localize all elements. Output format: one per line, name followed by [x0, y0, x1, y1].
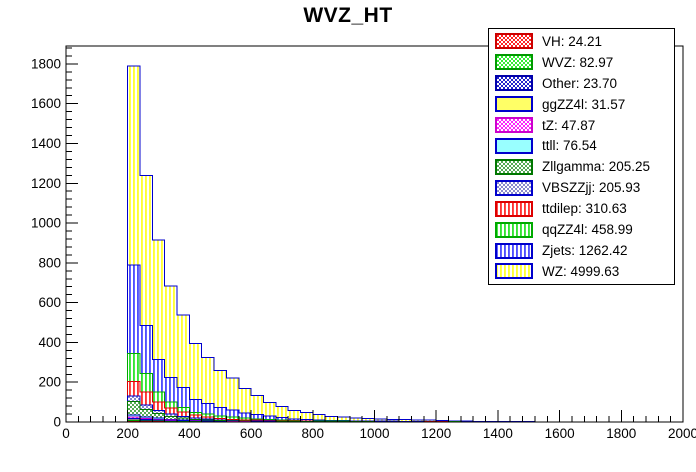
legend-label: Zjets: 1262.42 [542, 243, 628, 259]
legend-entry-WVZ: WVZ: 82.97 [489, 52, 674, 72]
x-tick-label: 400 [178, 426, 201, 441]
legend-swatch-icon [495, 54, 533, 71]
legend-label: ttdilep: 310.63 [542, 201, 627, 217]
legend-label: VBSZZjj: 205.93 [542, 180, 641, 196]
chart-title: WVZ_HT [303, 4, 393, 27]
legend-label: WZ: 4999.63 [542, 263, 620, 279]
legend-swatch-icon [495, 221, 533, 238]
x-tick-label: 2000 [668, 426, 696, 441]
y-tick-label: 0 [53, 415, 61, 430]
legend-label: ggZZ4l: 31.57 [542, 96, 626, 112]
legend-entry-Zjets: Zjets: 1262.42 [489, 241, 674, 261]
legend-swatch-icon [495, 96, 533, 113]
x-tick-label: 0 [62, 426, 70, 441]
legend-entry-ttll: ttll: 76.54 [489, 136, 674, 156]
legend-swatch-icon [495, 33, 533, 50]
legend-swatch-icon [495, 75, 533, 92]
legend-label: Zllgamma: 205.25 [542, 159, 651, 175]
legend-swatch-icon [495, 137, 533, 154]
legend-entry-VH: VH: 24.21 [489, 31, 674, 51]
legend-entry-Zllgamma: Zllgamma: 205.25 [489, 157, 674, 177]
legend-entry-Other: Other: 23.70 [489, 73, 674, 93]
legend-entry-VBSZZjj: VBSZZjj: 205.93 [489, 178, 674, 198]
x-tick-label: 1000 [359, 426, 389, 441]
x-tick-label: 1800 [606, 426, 636, 441]
legend-swatch-icon [495, 158, 533, 175]
x-tick-label: 800 [302, 426, 325, 441]
legend-entry-ttdilep: ttdilep: 310.63 [489, 199, 674, 219]
legend-label: ttll: 76.54 [542, 138, 597, 154]
y-tick-label: 1200 [31, 176, 61, 191]
legend-label: qqZZ4l: 458.99 [542, 222, 633, 238]
y-tick-label: 200 [38, 375, 61, 390]
legend-entry-ggZZ4l: ggZZ4l: 31.57 [489, 94, 674, 114]
y-tick-label: 800 [38, 255, 61, 270]
legend-swatch-icon [495, 200, 533, 217]
legend-swatch-icon [495, 263, 533, 280]
y-tick-label: 1400 [31, 136, 61, 151]
legend-swatch-icon [495, 117, 533, 134]
legend-entry-tZ: tZ: 47.87 [489, 115, 674, 135]
y-tick-label: 1000 [31, 216, 61, 231]
x-tick-label: 1400 [483, 426, 513, 441]
x-tick-label: 200 [116, 426, 139, 441]
legend-entry-WZ: WZ: 4999.63 [489, 261, 674, 281]
legend-label: tZ: 47.87 [542, 117, 596, 133]
y-tick-label: 600 [38, 295, 61, 310]
legend-label: WVZ: 82.97 [542, 54, 614, 70]
legend-label: VH: 24.21 [542, 33, 603, 49]
legend-entry-qqZZ4l: qqZZ4l: 458.99 [489, 220, 674, 240]
y-tick-label: 1800 [31, 56, 61, 71]
legend-label: Other: 23.70 [542, 75, 618, 91]
histogram-layer-WZ [127, 65, 536, 423]
x-tick-label: 1600 [545, 426, 575, 441]
y-tick-label: 400 [38, 335, 61, 350]
legend-swatch-icon [495, 242, 533, 259]
legend-swatch-icon [495, 179, 533, 196]
x-tick-label: 600 [240, 426, 263, 441]
legend-box: VH: 24.21 WVZ: 82.97 Other: 23.70 ggZZ4l: 3… [488, 28, 675, 285]
x-tick-label: 1200 [421, 426, 451, 441]
y-tick-label: 1600 [31, 96, 61, 111]
